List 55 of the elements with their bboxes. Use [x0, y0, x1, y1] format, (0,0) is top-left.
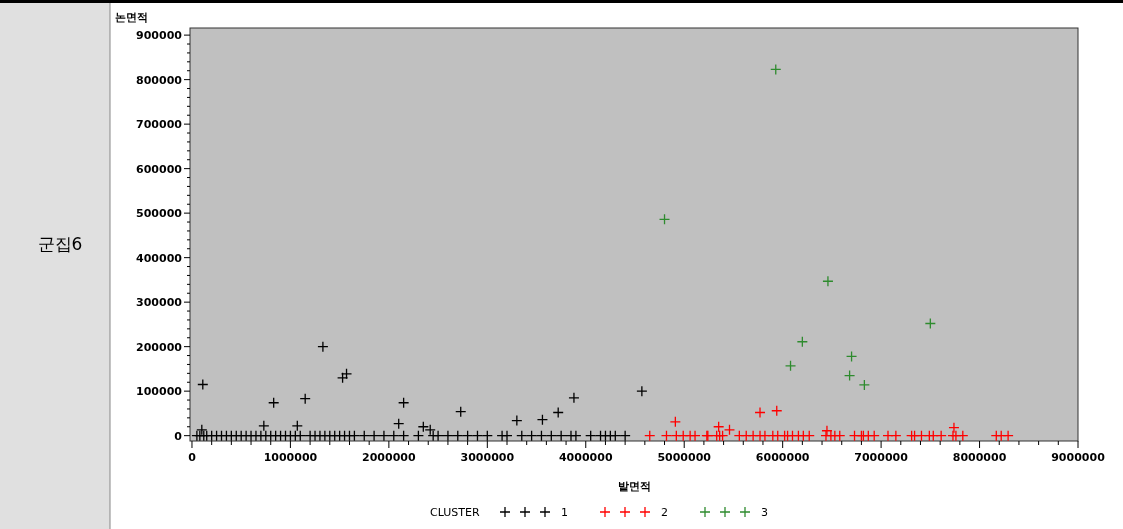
y-tick-label: 0	[174, 429, 183, 443]
x-tick-label: 5000000	[657, 451, 712, 464]
x-tick-label: 6000000	[755, 451, 810, 464]
point	[784, 360, 797, 372]
point	[723, 424, 736, 436]
point	[803, 430, 815, 442]
point	[957, 430, 969, 442]
point	[935, 430, 947, 442]
x-tick-label: 8000000	[952, 451, 1007, 464]
point	[669, 416, 681, 428]
point	[834, 430, 846, 442]
y-tick-label: 800000	[136, 73, 183, 87]
point	[644, 430, 656, 442]
y-tick-label: 300000	[136, 296, 183, 310]
legend-title: CLUSTER	[430, 506, 480, 519]
point	[927, 430, 939, 442]
y-tick-label: 100000	[136, 385, 183, 399]
y-tick-label: 400000	[136, 251, 183, 265]
point	[843, 369, 856, 382]
point	[713, 421, 725, 433]
point	[868, 430, 880, 442]
x-tick-label: 1000000	[263, 451, 318, 464]
point	[948, 422, 960, 434]
x-tick-label: 3000000	[460, 451, 515, 464]
y-tick-label: 200000	[136, 340, 183, 354]
x-tick-label: 2000000	[362, 451, 416, 464]
x-tick-label: 0	[188, 451, 197, 464]
x-axis-title: 밭면적	[617, 480, 651, 493]
point	[890, 430, 902, 442]
point	[759, 430, 771, 442]
y-tick-label: 900000	[136, 29, 183, 43]
y-tick-label: 500000	[136, 207, 183, 221]
y-tick-label: 700000	[136, 118, 183, 132]
point	[660, 430, 673, 442]
point	[845, 350, 858, 363]
x-tick-label: 4000000	[558, 451, 613, 464]
legend-label: 1	[561, 506, 568, 519]
y-axis-title: 논면적	[115, 11, 148, 24]
point	[658, 213, 671, 226]
point	[770, 63, 782, 76]
point	[771, 405, 783, 417]
point	[822, 275, 834, 287]
point	[689, 430, 701, 442]
point	[796, 336, 808, 348]
text: 군집6	[37, 234, 83, 254]
x-tick-label: 7000000	[854, 451, 909, 464]
point	[858, 379, 871, 391]
x-tick-label: 9000000	[1051, 451, 1106, 464]
point	[924, 317, 936, 330]
point	[754, 406, 766, 419]
y-tick-label: 600000	[136, 162, 183, 176]
point	[882, 430, 894, 442]
point	[1002, 430, 1014, 442]
legend-label: 3	[761, 506, 768, 519]
legend-label: 2	[661, 506, 668, 519]
